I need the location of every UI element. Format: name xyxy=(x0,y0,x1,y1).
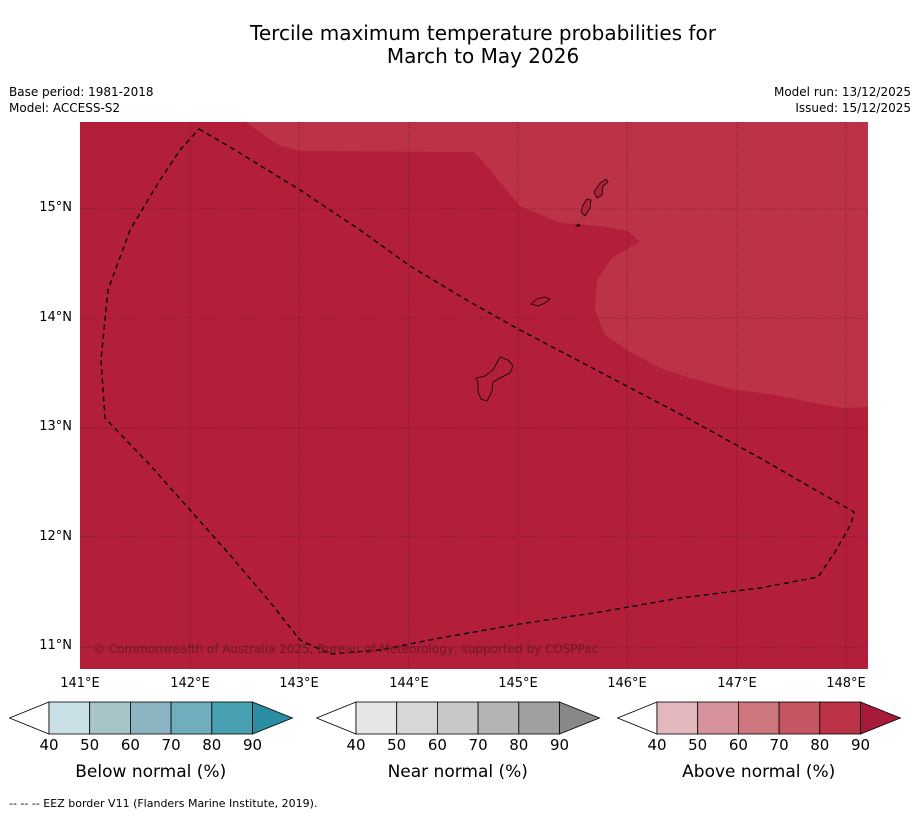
eez-footnote: -- -- -- EEZ border V11 (Flanders Marine… xyxy=(9,797,318,810)
lon-tick-145: 145°E xyxy=(498,676,538,691)
above-normal-colorbar-segment xyxy=(656,701,699,735)
below-normal-colorbar xyxy=(9,701,294,735)
issued-date: Issued: 15/12/2025 xyxy=(795,101,911,115)
lat-tick-13: 13°N xyxy=(39,419,72,434)
lat-tick-12: 12°N xyxy=(39,529,72,544)
near-normal-colorbar-segment xyxy=(355,701,398,735)
below-normal-tick: 60 xyxy=(120,736,140,754)
base-period: Base period: 1981-2018 xyxy=(9,85,154,99)
near-normal-tick: 90 xyxy=(549,736,570,754)
meta-left: Base period: 1981-2018 Model: ACCESS-S2 xyxy=(9,84,154,116)
near-normal-colorbar-segment xyxy=(437,701,479,735)
near-normal-colorbar xyxy=(316,701,601,735)
lon-tick-148: 148°E xyxy=(826,676,866,691)
title-line-2: March to May 2026 xyxy=(386,44,580,68)
near-normal-colorbar-segment xyxy=(518,701,560,735)
copyright-notice: © Commonwealth of Australia 2025, Bureau… xyxy=(93,642,599,656)
map-title: Tercile maximum temperature probabilitie… xyxy=(0,22,919,68)
lon-tick-143: 143°E xyxy=(279,676,319,691)
below-normal-tick: 40 xyxy=(39,736,59,754)
rota-island xyxy=(530,296,551,307)
lat-tick-15: 15°N xyxy=(39,200,72,215)
above-normal-colorbar-high-extend xyxy=(860,701,902,735)
below-normal-tick: 80 xyxy=(202,736,222,754)
above-normal-colorbar-segment xyxy=(697,701,739,735)
near-normal-colorbar-high-extend xyxy=(559,701,601,735)
probability-field-70-80 xyxy=(246,122,868,408)
model-run: Model run: 13/12/2025 xyxy=(773,85,911,99)
near-normal-label: Near normal (%) xyxy=(387,762,528,782)
below-normal-colorbar-low-extend xyxy=(9,701,50,735)
below-normal-colorbar-high-extend xyxy=(252,701,294,735)
near-normal-tick: 70 xyxy=(468,736,488,754)
lon-tick-144: 144°E xyxy=(389,676,429,691)
near-normal-tick: 50 xyxy=(387,736,407,754)
above-normal-colorbar-segment xyxy=(778,701,821,735)
below-normal-colorbar-segment xyxy=(170,701,213,735)
title-line-1: Tercile maximum temperature probabilitie… xyxy=(250,21,716,45)
below-normal-label: Below normal (%) xyxy=(75,762,227,782)
lon-tick-147: 147°E xyxy=(717,676,757,691)
near-normal-colorbar-low-extend xyxy=(316,701,357,735)
eez-border xyxy=(100,128,855,655)
near-normal-colorbar-segment xyxy=(477,701,520,735)
lon-tick-142: 142°E xyxy=(170,676,210,691)
above-normal-tick: 40 xyxy=(647,736,667,754)
meta-right: Model run: 13/12/2025 Issued: 15/12/2025 xyxy=(774,84,911,116)
aguijan-island xyxy=(574,223,581,227)
below-normal-colorbar-segment xyxy=(130,701,172,735)
above-normal-tick: 70 xyxy=(769,736,789,754)
above-normal-tick: 50 xyxy=(688,736,708,754)
guam-island xyxy=(475,356,514,402)
below-normal-tick: 50 xyxy=(80,736,100,754)
above-normal-colorbar-segment xyxy=(819,701,861,735)
above-normal-colorbar xyxy=(617,701,902,735)
below-normal-tick: 70 xyxy=(161,736,181,754)
model-name: Model: ACCESS-S2 xyxy=(9,101,121,115)
islands xyxy=(475,178,609,402)
below-normal-tick: 90 xyxy=(242,736,263,754)
above-normal-colorbar-segment xyxy=(738,701,780,735)
above-normal-tick: 80 xyxy=(810,736,830,754)
lon-tick-141: 141°E xyxy=(60,676,100,691)
above-normal-tick: 90 xyxy=(850,736,871,754)
lat-tick-11: 11°N xyxy=(39,638,72,653)
near-normal-colorbar-segment xyxy=(396,701,438,735)
tinian-island xyxy=(580,198,592,217)
saipan-island xyxy=(593,178,609,199)
lon-tick-146: 146°E xyxy=(607,676,647,691)
near-normal-tick: 40 xyxy=(346,736,366,754)
near-normal-tick: 80 xyxy=(509,736,529,754)
below-normal-colorbar-segment xyxy=(211,701,253,735)
above-normal-label: Above normal (%) xyxy=(682,762,836,782)
near-normal-tick: 60 xyxy=(427,736,447,754)
below-normal-colorbar-segment xyxy=(48,701,91,735)
below-normal-colorbar-segment xyxy=(89,701,131,735)
above-normal-tick: 60 xyxy=(728,736,748,754)
gridlines xyxy=(80,122,868,669)
above-normal-colorbar-low-extend xyxy=(617,701,658,735)
lat-tick-14: 14°N xyxy=(39,310,72,325)
